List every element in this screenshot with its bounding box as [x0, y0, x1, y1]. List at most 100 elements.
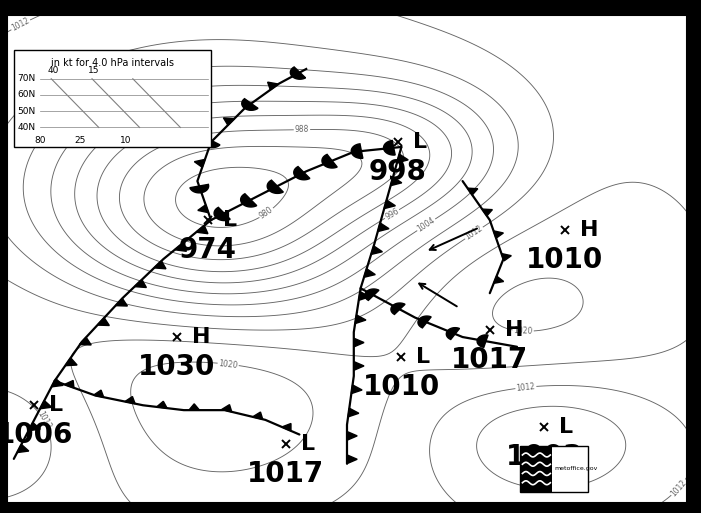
- Polygon shape: [267, 180, 283, 193]
- Text: 988: 988: [294, 125, 309, 134]
- Polygon shape: [268, 82, 278, 90]
- Text: 15: 15: [88, 66, 100, 75]
- Text: 998: 998: [369, 158, 427, 186]
- Polygon shape: [125, 397, 135, 404]
- Text: 1012: 1012: [35, 410, 53, 431]
- Polygon shape: [65, 358, 77, 366]
- Polygon shape: [190, 184, 209, 193]
- Polygon shape: [378, 223, 389, 231]
- Polygon shape: [477, 335, 488, 347]
- Text: 10: 10: [121, 135, 132, 145]
- Polygon shape: [282, 424, 291, 431]
- Text: 1010: 1010: [526, 246, 603, 274]
- Text: L: L: [559, 417, 573, 437]
- Text: H: H: [505, 320, 523, 340]
- Polygon shape: [51, 379, 63, 387]
- Text: 996: 996: [383, 206, 401, 222]
- Text: L: L: [49, 396, 63, 415]
- Polygon shape: [354, 338, 364, 347]
- Polygon shape: [64, 381, 74, 388]
- Polygon shape: [194, 160, 205, 167]
- Polygon shape: [347, 455, 358, 464]
- Polygon shape: [384, 200, 395, 209]
- Polygon shape: [418, 316, 431, 328]
- Text: 1017: 1017: [451, 346, 529, 374]
- Text: L: L: [413, 132, 427, 152]
- Text: L: L: [416, 347, 430, 366]
- Polygon shape: [355, 315, 366, 324]
- Text: H: H: [580, 220, 598, 240]
- Text: 60N: 60N: [18, 90, 36, 100]
- Text: 1030: 1030: [138, 353, 216, 381]
- Polygon shape: [447, 328, 460, 340]
- Polygon shape: [240, 194, 257, 207]
- Polygon shape: [224, 118, 235, 125]
- Polygon shape: [371, 246, 382, 254]
- Text: 25: 25: [75, 135, 86, 145]
- Text: 50N: 50N: [18, 107, 36, 116]
- Text: 70N: 70N: [18, 74, 36, 83]
- Polygon shape: [116, 299, 128, 306]
- Text: L: L: [222, 210, 237, 230]
- Polygon shape: [397, 154, 408, 163]
- Polygon shape: [175, 243, 186, 251]
- Polygon shape: [135, 280, 147, 287]
- Polygon shape: [156, 401, 167, 408]
- Polygon shape: [196, 226, 208, 234]
- Polygon shape: [351, 144, 363, 159]
- Polygon shape: [40, 401, 52, 409]
- Polygon shape: [351, 385, 362, 393]
- Text: 1020: 1020: [218, 359, 238, 370]
- Polygon shape: [189, 404, 200, 410]
- Text: 1003: 1003: [505, 443, 583, 471]
- Text: in kt for 4.0 hPa intervals: in kt for 4.0 hPa intervals: [51, 58, 174, 68]
- Polygon shape: [501, 253, 511, 261]
- Text: 1012: 1012: [516, 382, 536, 393]
- Polygon shape: [294, 167, 310, 180]
- Text: 1010: 1010: [363, 372, 440, 401]
- Text: H: H: [192, 327, 210, 347]
- Polygon shape: [365, 289, 379, 301]
- Polygon shape: [252, 412, 263, 419]
- Polygon shape: [347, 431, 358, 440]
- Text: 40: 40: [48, 66, 59, 75]
- Text: 1020: 1020: [513, 326, 533, 336]
- Polygon shape: [242, 98, 258, 110]
- Text: 40N: 40N: [18, 123, 35, 132]
- Polygon shape: [222, 405, 232, 412]
- Polygon shape: [322, 154, 337, 168]
- Text: 1006: 1006: [0, 421, 73, 449]
- Text: 80: 80: [34, 135, 46, 145]
- Text: 1012: 1012: [669, 478, 688, 498]
- Text: 980: 980: [258, 205, 275, 221]
- Polygon shape: [494, 276, 503, 283]
- Text: 1004: 1004: [416, 216, 437, 234]
- Polygon shape: [97, 318, 109, 326]
- Polygon shape: [494, 231, 503, 238]
- Polygon shape: [383, 141, 395, 155]
- Polygon shape: [364, 269, 375, 278]
- Bar: [520, 446, 552, 492]
- Polygon shape: [154, 261, 166, 269]
- Text: 1012: 1012: [463, 224, 484, 242]
- Text: metoffice.gov: metoffice.gov: [554, 466, 598, 471]
- Bar: [14, 50, 211, 147]
- Text: L: L: [301, 435, 315, 454]
- Polygon shape: [79, 337, 91, 345]
- Polygon shape: [17, 444, 29, 452]
- Polygon shape: [203, 137, 220, 148]
- Polygon shape: [468, 188, 478, 195]
- Polygon shape: [214, 207, 230, 221]
- Polygon shape: [359, 291, 369, 300]
- Polygon shape: [354, 362, 364, 370]
- Polygon shape: [348, 408, 359, 417]
- Polygon shape: [198, 205, 208, 213]
- Polygon shape: [390, 177, 402, 186]
- Text: 974: 974: [179, 236, 237, 264]
- Text: 1012: 1012: [10, 16, 32, 33]
- Bar: [520, 446, 588, 492]
- Text: 1017: 1017: [247, 460, 325, 488]
- Polygon shape: [290, 67, 306, 79]
- Polygon shape: [93, 390, 104, 397]
- Polygon shape: [391, 303, 405, 314]
